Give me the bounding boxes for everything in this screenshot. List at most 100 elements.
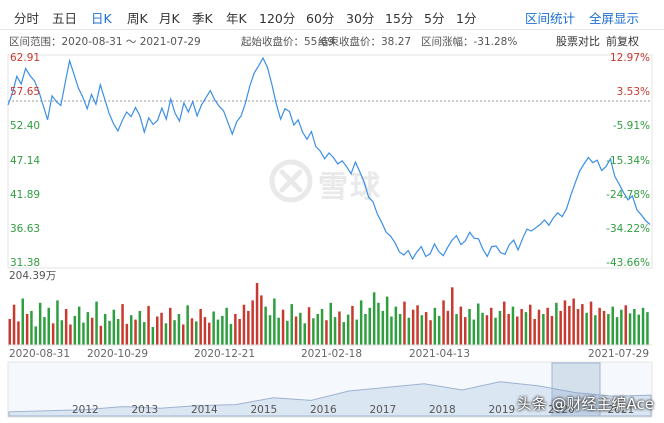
volume-bar <box>147 305 150 345</box>
volume-bar <box>190 318 194 345</box>
tab-7[interactable]: 120分 <box>259 11 296 26</box>
range-stats-button[interactable]: 区间统计 <box>525 11 576 26</box>
volume-bar <box>186 305 189 345</box>
price-line <box>7 56 651 261</box>
volume-bar <box>51 323 55 345</box>
x-tick: 2020-10-29 <box>87 348 149 360</box>
price-series <box>7 56 651 261</box>
overview-year: 2021 <box>607 404 635 416</box>
volume-bar <box>381 310 385 345</box>
y-tick-left: 41.89 <box>10 188 41 201</box>
tab-0[interactable]: 分时 <box>14 11 40 26</box>
y-tick-left: 47.14 <box>10 154 41 167</box>
tab-6[interactable]: 年K <box>226 11 247 26</box>
y-tick-left: 31.38 <box>10 257 41 269</box>
volume-bar <box>576 309 580 345</box>
adjust-dropdown[interactable]: 前复权 <box>606 35 639 48</box>
volume-bar <box>581 304 584 345</box>
volume-bar <box>602 310 606 345</box>
volume-bar <box>25 314 29 345</box>
volume-bar <box>69 324 72 345</box>
volume-bar <box>477 303 480 345</box>
volume-bar <box>77 306 81 345</box>
volume-bar <box>589 301 593 345</box>
volume-bar <box>325 320 328 345</box>
volume-bar <box>407 317 411 345</box>
period-tabs: 分时 五日 日K 周K 月K 季K 年K 120分 60分 30分 15分 5分 1分 <box>0 0 664 30</box>
volume-bar <box>542 314 545 345</box>
volume-bar <box>90 317 94 345</box>
volume-bar <box>524 312 528 345</box>
x-tick: 2020-12-21 <box>194 348 256 360</box>
volume-bar <box>390 316 393 345</box>
volume-bar <box>312 318 315 345</box>
overview-year: 2016 <box>310 404 337 416</box>
snowball-icon <box>269 159 313 203</box>
tab-12[interactable]: 1分 <box>456 11 477 26</box>
volume-bar <box>182 324 185 345</box>
volume-bar <box>277 317 280 345</box>
volume-bar <box>86 312 90 345</box>
y-tick-right: 12.97% <box>609 52 650 64</box>
volume-bar <box>138 310 142 345</box>
volume-bar <box>242 304 246 345</box>
volume-bar <box>38 302 42 345</box>
tab-9[interactable]: 30分 <box>346 11 375 26</box>
y-tick-left: 36.63 <box>10 222 41 235</box>
y-tick-right: -24.78% <box>606 188 650 201</box>
volume-bar <box>624 305 627 345</box>
volume-bar <box>359 300 363 345</box>
close-info: 结束收盘价：38.27 <box>318 36 412 48</box>
overview-area <box>8 381 652 417</box>
volume-bar <box>251 300 254 345</box>
volume-bar <box>199 309 202 345</box>
y-tick-right: 3.53% <box>616 86 650 99</box>
volume-bar <box>598 307 601 345</box>
volume-bar <box>563 300 567 345</box>
volume-bar <box>143 322 146 345</box>
volume-series <box>8 283 649 345</box>
volume-bar <box>195 321 198 345</box>
volume-bar <box>620 309 623 345</box>
tab-4[interactable]: 月K <box>159 11 180 26</box>
volume-bar <box>550 315 554 345</box>
volume-bar <box>221 315 224 345</box>
volume-bar <box>572 298 575 345</box>
y-tick-left: 62.91 <box>10 52 41 64</box>
volume-bar <box>299 312 302 345</box>
volume-bar <box>464 317 467 345</box>
volume-bar <box>177 314 181 345</box>
volume-bar <box>403 301 406 345</box>
tab-2[interactable]: 日K <box>91 11 112 26</box>
tab-11[interactable]: 5分 <box>424 11 445 26</box>
volume-bar <box>238 319 241 345</box>
volume-bar <box>468 309 471 345</box>
tab-8[interactable]: 60分 <box>306 11 335 26</box>
volume-bar <box>82 322 85 345</box>
overview-selection-window[interactable] <box>551 362 601 417</box>
volume-bar <box>320 309 324 345</box>
volume-bar <box>490 307 493 345</box>
volume-bar <box>338 311 341 345</box>
volume-bar <box>264 306 267 345</box>
fullscreen-button[interactable]: 全屏显示 <box>589 11 640 26</box>
volume-bar <box>130 315 133 345</box>
volume-bar <box>559 310 562 345</box>
tab-5[interactable]: 季K <box>192 11 213 26</box>
volume-bar <box>637 314 640 345</box>
volume-bar <box>225 307 228 345</box>
tab-3[interactable]: 周K <box>127 11 148 26</box>
overview-year: 2013 <box>131 404 159 416</box>
volume-bar <box>516 316 519 345</box>
volume-bar <box>446 310 450 345</box>
volume-bar <box>615 317 619 345</box>
compare-button[interactable]: 股票对比 <box>556 35 600 48</box>
volume-bar <box>173 320 176 345</box>
volume-bar <box>303 323 306 345</box>
volume-bar <box>169 307 172 345</box>
overview-year: 2012 <box>72 404 99 416</box>
tab-10[interactable]: 15分 <box>385 11 414 26</box>
tab-1[interactable]: 五日 <box>52 11 78 26</box>
volume-bar <box>641 307 645 345</box>
